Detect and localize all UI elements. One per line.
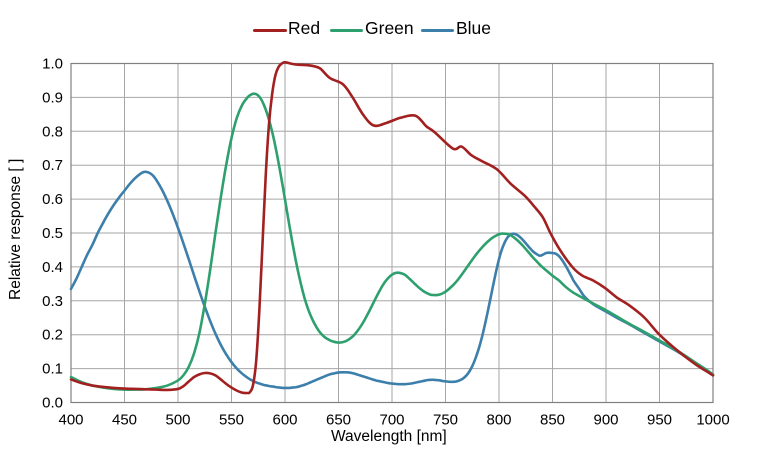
svg-text:950: 950: [647, 412, 672, 429]
svg-text:0.9: 0.9: [42, 89, 63, 106]
svg-text:0.7: 0.7: [42, 157, 63, 174]
svg-text:550: 550: [219, 412, 244, 429]
svg-text:450: 450: [112, 412, 137, 429]
svg-text:0.5: 0.5: [42, 225, 63, 242]
svg-text:850: 850: [540, 412, 565, 429]
svg-text:0.0: 0.0: [42, 395, 63, 412]
svg-text:500: 500: [165, 412, 190, 429]
svg-text:650: 650: [326, 412, 351, 429]
svg-text:1000: 1000: [696, 412, 729, 429]
svg-text:1.0: 1.0: [42, 56, 63, 73]
svg-text:0.2: 0.2: [42, 327, 63, 344]
svg-text:0.3: 0.3: [42, 293, 63, 310]
svg-text:800: 800: [486, 412, 511, 429]
svg-text:900: 900: [593, 412, 618, 429]
svg-text:0.6: 0.6: [42, 191, 63, 208]
svg-text:750: 750: [433, 412, 458, 429]
svg-text:700: 700: [379, 412, 404, 429]
svg-text:600: 600: [272, 412, 297, 429]
svg-text:0.1: 0.1: [42, 361, 63, 378]
svg-text:0.8: 0.8: [42, 123, 63, 140]
svg-text:0.4: 0.4: [42, 259, 63, 276]
svg-text:400: 400: [58, 412, 83, 429]
